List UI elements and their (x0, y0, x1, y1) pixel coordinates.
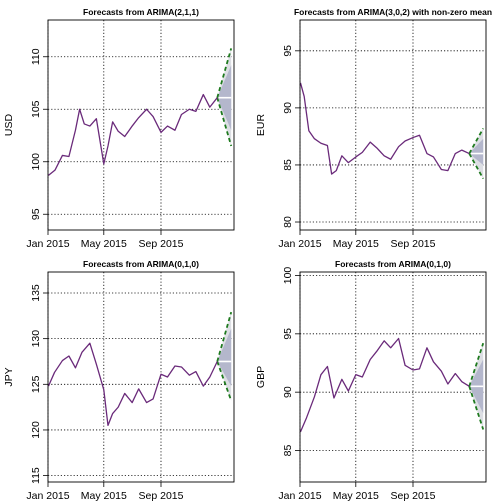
series-line (48, 93, 218, 176)
series-line (299, 82, 470, 175)
forecast-upper-interval-line (216, 48, 233, 98)
chart-title: Forecasts from ARIMA(2,1,1) (83, 7, 199, 17)
forecast-upper-interval-line (468, 342, 485, 387)
y-tick-label: 95 (30, 208, 42, 220)
forecast-lower-interval-line (468, 386, 485, 430)
chart-panel-usd: Forecasts from ARIMA(2,1,1) USD 95 100 105 11… (3, 7, 235, 250)
plot-frame (299, 19, 487, 231)
chart-title: Forecasts from ARIMA(3,0,2) with non-zer… (294, 7, 492, 17)
y-tick-label: 125 (30, 375, 42, 393)
forecast-upper-interval-line (468, 127, 484, 154)
x-tick-label: May 2015 (81, 238, 127, 250)
x-tick-label: Jan 2015 (278, 490, 321, 502)
y-axis-label: EUR (255, 113, 267, 136)
plot-frame (47, 271, 235, 483)
x-tick-label: Sep 2015 (139, 238, 184, 250)
y-tick-label: 100 (282, 267, 294, 285)
y-tick-label: 115 (30, 467, 42, 484)
chart-title: Forecasts from ARIMA(0,1,0) (335, 259, 451, 269)
x-tick-label: Jan 2015 (278, 238, 321, 250)
chart-panel-eur: Forecasts from ARIMA(3,0,2) with non-zer… (255, 7, 492, 250)
chart-panel-jpy: Forecasts from ARIMA(0,1,0) JPY 115 120 125 1… (3, 259, 235, 502)
x-tick-label: Jan 2015 (26, 490, 69, 502)
y-tick-label: 90 (282, 386, 294, 398)
plot-frame (299, 271, 487, 483)
y-tick-label: 100 (30, 153, 42, 171)
y-tick-label: 110 (30, 48, 42, 65)
y-axis-label: JPY (3, 367, 15, 386)
chart-panel-gbp: Forecasts from ARIMA(0,1,0) GBP 85 90 95 100 J… (255, 259, 487, 502)
y-tick-label: 95 (282, 328, 294, 340)
forecast-band-80 (217, 328, 232, 387)
y-tick-label: 135 (30, 284, 42, 302)
y-axis-label: GBP (255, 366, 267, 388)
x-tick-label: Sep 2015 (391, 238, 436, 250)
series-line (47, 342, 218, 427)
forecast-upper-interval-line (216, 311, 233, 362)
x-tick-label: Sep 2015 (391, 490, 436, 502)
x-tick-label: May 2015 (333, 490, 379, 502)
y-tick-label: 85 (282, 159, 294, 171)
x-tick-label: Sep 2015 (139, 490, 184, 502)
series-line (299, 337, 470, 433)
forecast-band-80 (469, 138, 484, 165)
x-tick-label: Jan 2015 (26, 238, 69, 250)
plot-frame (47, 19, 235, 231)
y-tick-label: 105 (30, 100, 42, 118)
y-tick-label: 85 (282, 445, 294, 457)
x-tick-label: May 2015 (333, 238, 379, 250)
y-tick-label: 95 (282, 45, 294, 57)
y-axis-label: USD (3, 113, 15, 136)
y-tick-label: 120 (30, 421, 42, 439)
y-tick-label: 80 (282, 216, 294, 228)
forecast-lower-interval-line (216, 97, 233, 147)
chart-title: Forecasts from ARIMA(0,1,0) (83, 259, 199, 269)
y-tick-label: 130 (30, 330, 42, 348)
x-tick-label: May 2015 (81, 490, 127, 502)
forecast-lower-interval-line (468, 153, 484, 180)
y-tick-label: 90 (282, 102, 294, 114)
